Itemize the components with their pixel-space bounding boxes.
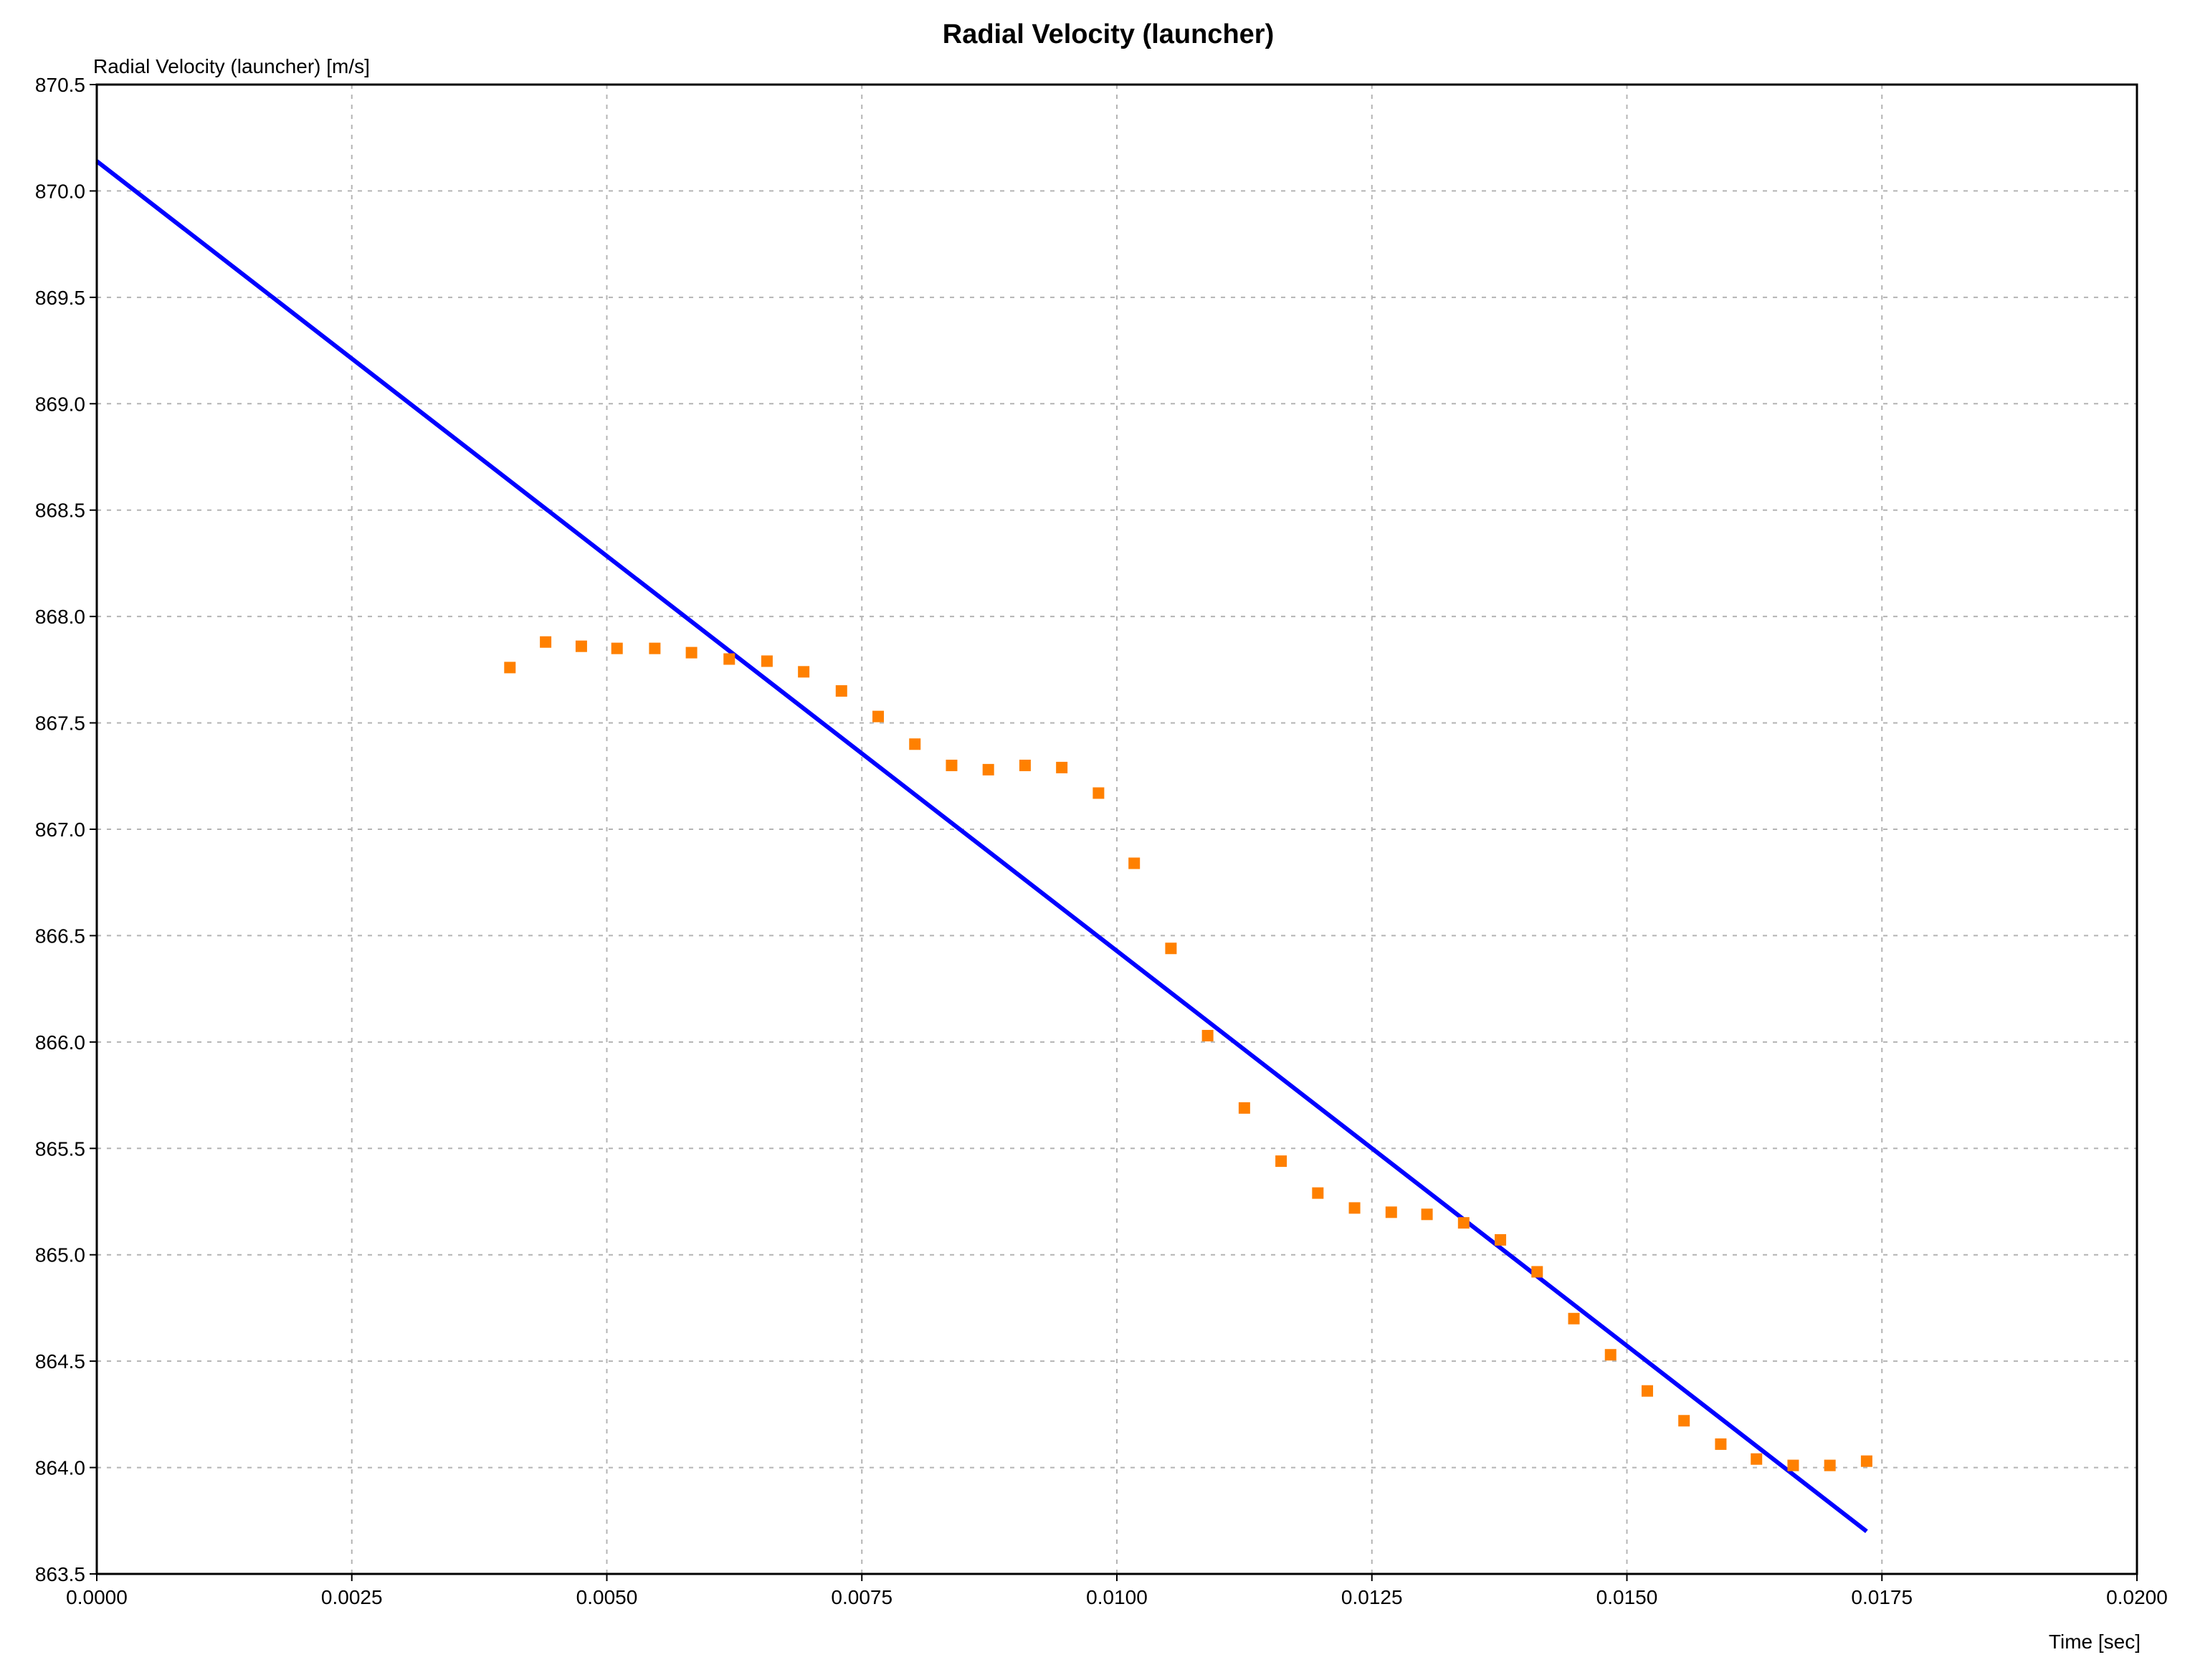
data-point	[1787, 1459, 1799, 1471]
data-point	[1092, 787, 1105, 799]
y-tick-label: 864.0	[35, 1457, 85, 1479]
y-tick-label: 865.0	[35, 1244, 85, 1266]
series-layer	[95, 159, 1872, 1534]
y-tick-label: 870.5	[35, 74, 85, 96]
y-axis-label: Radial Velocity (launcher) [m/s]	[93, 55, 370, 77]
x-tick-label: 0.0100	[1086, 1586, 1148, 1608]
fit-line	[95, 159, 1868, 1534]
data-point	[872, 710, 885, 722]
x-tick-label: 0.0175	[1851, 1586, 1913, 1608]
data-point	[835, 685, 847, 697]
data-point	[1824, 1459, 1836, 1471]
data-point	[909, 738, 921, 750]
data-point	[761, 655, 773, 667]
x-tick-label: 0.0000	[66, 1586, 128, 1608]
data-point	[982, 763, 994, 775]
data-point	[504, 662, 516, 674]
data-point	[1275, 1155, 1287, 1168]
chart-title: Radial Velocity (launcher)	[943, 19, 1274, 49]
y-tick-label: 870.0	[35, 180, 85, 202]
data-point	[1421, 1208, 1433, 1221]
y-tick-label: 868.5	[35, 500, 85, 522]
y-tick-label: 868.0	[35, 606, 85, 628]
data-point	[540, 636, 552, 648]
x-tick-label: 0.0050	[576, 1586, 638, 1608]
data-point	[1056, 761, 1068, 773]
y-tick-label: 869.0	[35, 393, 85, 415]
data-point	[1165, 942, 1177, 955]
y-tick-label: 866.5	[35, 925, 85, 947]
data-point	[685, 646, 698, 659]
data-point	[1751, 1453, 1763, 1465]
data-point	[1860, 1455, 1872, 1467]
data-point	[946, 759, 958, 771]
data-point	[1457, 1217, 1470, 1229]
y-tick-label: 867.0	[35, 818, 85, 841]
data-point	[575, 640, 587, 652]
x-tick-label: 0.0025	[321, 1586, 383, 1608]
tick-layer: 0.0000 0.0025 0.0050 0.0075 0.0100 0.0125 0.01…	[35, 74, 2168, 1608]
data-point	[1348, 1202, 1361, 1214]
y-tick-label: 864.5	[35, 1350, 85, 1373]
y-tick-label: 865.5	[35, 1137, 85, 1160]
data-point	[649, 642, 661, 654]
data-point	[1019, 759, 1031, 771]
x-tick-label: 0.0150	[1596, 1586, 1658, 1608]
x-tick-label: 0.0075	[831, 1586, 892, 1608]
data-point	[611, 642, 623, 654]
data-point	[1385, 1206, 1397, 1218]
data-point	[1641, 1385, 1653, 1397]
y-tick-label: 863.5	[35, 1563, 85, 1585]
data-point	[798, 666, 810, 678]
data-point	[1128, 857, 1141, 869]
data-point	[1238, 1102, 1250, 1114]
x-axis-label: Time [sec]	[2049, 1631, 2141, 1653]
y-tick-label: 866.0	[35, 1031, 85, 1054]
x-tick-label: 0.0200	[2106, 1586, 2168, 1608]
y-tick-label: 867.5	[35, 712, 85, 735]
x-tick-label: 0.0125	[1341, 1586, 1403, 1608]
data-point	[1678, 1415, 1690, 1427]
data-point	[1201, 1029, 1214, 1041]
data-point	[1604, 1349, 1617, 1361]
plot-frame	[95, 83, 2138, 1575]
data-point	[1568, 1312, 1580, 1325]
data-point	[1495, 1233, 1507, 1246]
y-tick-label: 869.5	[35, 287, 85, 309]
data-point	[723, 653, 735, 665]
data-point	[1715, 1438, 1727, 1450]
data-point	[1312, 1187, 1324, 1199]
data-point	[1531, 1266, 1543, 1278]
